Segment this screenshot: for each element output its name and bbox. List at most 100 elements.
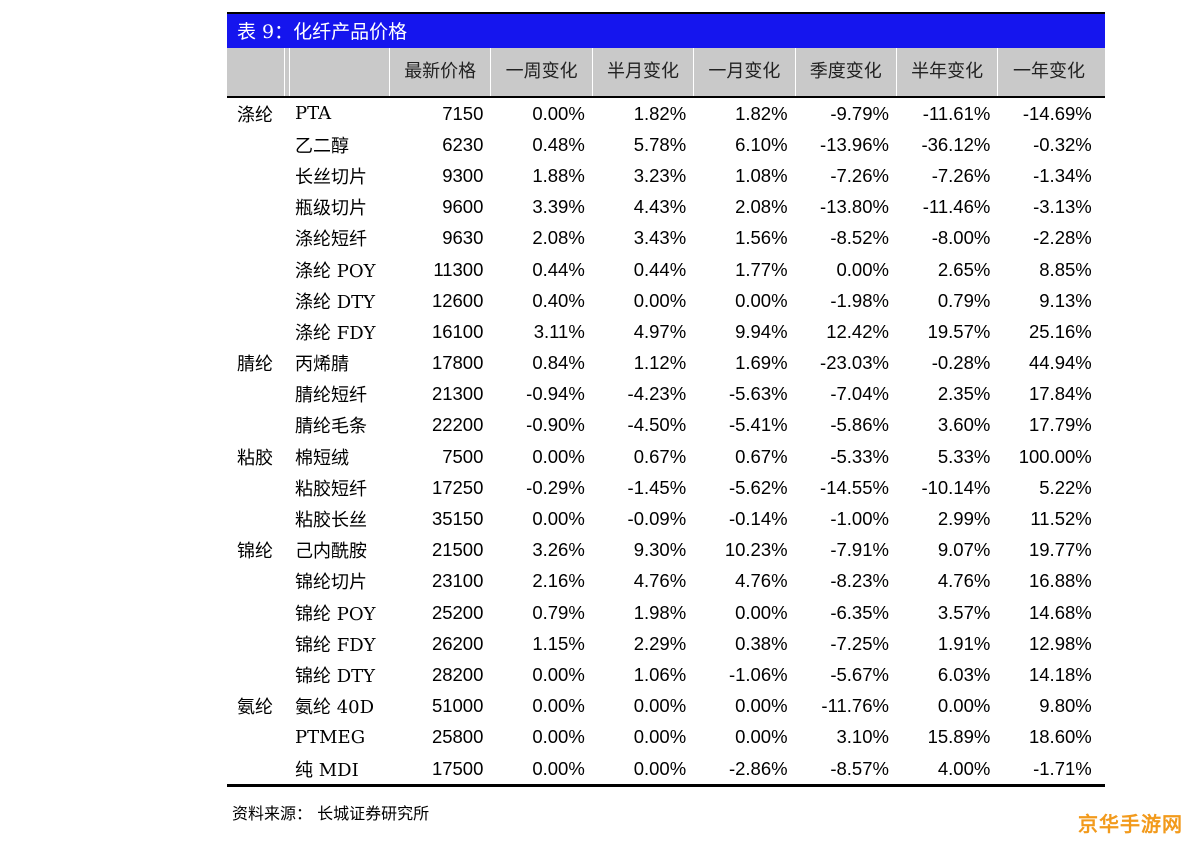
cell-halfyear-change: 4.76%: [937, 570, 991, 592]
cell-year-change: 9.13%: [1039, 289, 1092, 311]
cell-quarter-change: 0.00%: [836, 258, 889, 280]
cell-year-change: -14.69%: [1022, 102, 1092, 124]
cell-latest-price: 11300: [433, 258, 484, 280]
cell-quarter-change: -7.91%: [830, 539, 889, 561]
table-body: 涤纶 PTA 7150 0.00% 1.82% 1.82% -9.79% -11.61% -14…: [227, 98, 1105, 788]
cell-quarter-change: -8.57%: [830, 757, 889, 779]
cell-quarter-change: -5.86%: [830, 414, 889, 436]
table-row: 涤纶 FDY 16100 3.11% 4.97% 9.94% 12.42% 19.57% 25…: [227, 316, 1105, 347]
cell-month-change: -2.86%: [728, 757, 788, 779]
cell-halfmonth-change: 9.30%: [633, 539, 687, 561]
cell-halfmonth-change: -4.50%: [627, 414, 687, 436]
row-product-name: 长丝切片: [295, 166, 367, 188]
cell-latest-price: 16100: [431, 320, 484, 342]
cell-latest-price: 25200: [431, 601, 484, 623]
cell-week-change: 0.00%: [532, 757, 585, 779]
cell-halfmonth-change: -1.45%: [627, 476, 687, 498]
row-category: 锦纶: [237, 541, 273, 563]
cell-latest-price: 9630: [442, 227, 484, 249]
cell-week-change: 0.79%: [532, 601, 585, 623]
cell-week-change: -0.29%: [526, 476, 585, 498]
table-row: 锦纶 FDY 26200 1.15% 2.29% 0.38% -7.25% 1.91% 12.…: [227, 628, 1105, 659]
row-product-name: 锦纶 DTY: [295, 665, 376, 687]
cell-month-change: 0.00%: [735, 726, 788, 748]
source-note: 资料来源： 长城证券研究所: [232, 804, 430, 823]
cell-year-change: 11.52%: [1030, 508, 1092, 530]
cell-year-change: 12.98%: [1028, 632, 1092, 654]
cell-year-change: -2.28%: [1033, 227, 1092, 249]
cell-quarter-change: -14.55%: [820, 476, 889, 498]
row-product-name: 涤纶 DTY: [295, 291, 376, 313]
cell-latest-price: 51000: [431, 695, 484, 717]
cell-month-change: -5.41%: [728, 414, 788, 436]
row-product-name: 己内酰胺: [295, 541, 367, 563]
cell-latest-price: 7150: [442, 102, 484, 124]
row-category: 粘胶: [237, 447, 273, 469]
cell-halfyear-change: -7.26%: [931, 164, 991, 186]
row-product-name: 锦纶 FDY: [295, 634, 376, 656]
cell-year-change: 19.77%: [1028, 539, 1092, 561]
cell-halfmonth-change: -4.23%: [627, 383, 687, 405]
cell-week-change: 0.00%: [532, 445, 585, 467]
cell-month-change: 1.56%: [735, 227, 788, 249]
table-header: 最新价格 一周变化 半月变化 一月变化 季度变化 半年变化 一年变化: [227, 48, 1105, 98]
cell-halfyear-change: 2.99%: [937, 508, 991, 530]
cell-month-change: 1.82%: [735, 102, 788, 124]
cell-latest-price: 21300: [431, 383, 484, 405]
cell-year-change: 17.79%: [1028, 414, 1092, 436]
cell-month-change: -5.62%: [728, 476, 788, 498]
table-row: 锦纶 己内酰胺 21500 3.26% 9.30% 10.23% -7.91% 9.07% 19…: [227, 535, 1105, 566]
cell-halfmonth-change: 1.12%: [633, 352, 687, 374]
cell-quarter-change: 12.42%: [826, 320, 889, 342]
cell-quarter-change: -7.25%: [830, 632, 889, 654]
table-row: 涤纶 PTA 7150 0.00% 1.82% 1.82% -9.79% -11.61% -14…: [227, 98, 1105, 129]
cell-halfyear-change: 5.33%: [937, 445, 991, 467]
cell-halfyear-change: 19.57%: [927, 320, 991, 342]
cell-week-change: -0.94%: [526, 383, 585, 405]
cell-quarter-change: 3.10%: [836, 726, 889, 748]
cell-halfmonth-change: 4.97%: [633, 320, 687, 342]
header-product: [290, 48, 390, 96]
cell-halfmonth-change: 0.00%: [633, 695, 687, 717]
cell-month-change: -1.06%: [728, 663, 788, 685]
cell-year-change: 100.00%: [1018, 445, 1092, 467]
cell-latest-price: 23100: [431, 570, 484, 592]
cell-halfyear-change: 2.65%: [937, 258, 991, 280]
cell-month-change: 0.00%: [735, 695, 788, 717]
header-category: [227, 48, 285, 96]
cell-latest-price: 28200: [431, 663, 484, 685]
cell-year-change: 25.16%: [1028, 320, 1092, 342]
cell-year-change: -3.13%: [1033, 196, 1092, 218]
cell-latest-price: 17800: [431, 352, 484, 374]
row-category: 涤纶: [237, 104, 273, 126]
cell-week-change: 3.26%: [532, 539, 585, 561]
cell-month-change: 9.94%: [735, 320, 788, 342]
price-table: 表 9：化纤产品价格 最新价格 一周变化 半月变化 一月变化 季度变化 半年变化…: [227, 12, 1105, 788]
table-row: 涤纶 DTY 12600 0.40% 0.00% 0.00% -1.98% 0.79% 9.1…: [227, 285, 1105, 316]
cell-latest-price: 21500: [431, 539, 484, 561]
row-product-name: 乙二醇: [295, 135, 349, 157]
cell-year-change: 14.68%: [1028, 601, 1092, 623]
cell-year-change: 16.88%: [1028, 570, 1092, 592]
table-row: 腈纶 丙烯腈 17800 0.84% 1.12% 1.69% -23.03% -0.28% 44…: [227, 348, 1105, 379]
row-category: 腈纶: [237, 354, 273, 376]
cell-year-change: -1.71%: [1033, 757, 1092, 779]
cell-week-change: 0.00%: [532, 695, 585, 717]
cell-year-change: 18.60%: [1028, 726, 1092, 748]
cell-halfmonth-change: 0.00%: [633, 757, 687, 779]
cell-quarter-change: -11.76%: [821, 695, 889, 717]
cell-halfyear-change: -11.46%: [922, 196, 991, 218]
cell-month-change: 1.08%: [735, 164, 788, 186]
row-category: 氨纶: [237, 697, 273, 719]
table-title: 表 9：化纤产品价格: [227, 12, 1105, 48]
cell-week-change: 3.11%: [533, 320, 585, 342]
cell-halfmonth-change: 0.00%: [633, 289, 687, 311]
table-row: 腈纶毛条 22200 -0.90% -4.50% -5.41% -5.86% 3.60% 17…: [227, 410, 1105, 441]
cell-halfyear-change: 1.91%: [937, 632, 991, 654]
table-row: 粘胶长丝 35150 0.00% -0.09% -0.14% -1.00% 2.99% 11.…: [227, 503, 1105, 534]
cell-week-change: 0.48%: [532, 133, 585, 155]
cell-halfyear-change: -11.61%: [922, 102, 991, 124]
cell-latest-price: 26200: [431, 632, 484, 654]
cell-halfmonth-change: 0.67%: [633, 445, 687, 467]
table-row: 长丝切片 9300 1.88% 3.23% 1.08% -7.26% -7.26% -1.34…: [227, 160, 1105, 191]
